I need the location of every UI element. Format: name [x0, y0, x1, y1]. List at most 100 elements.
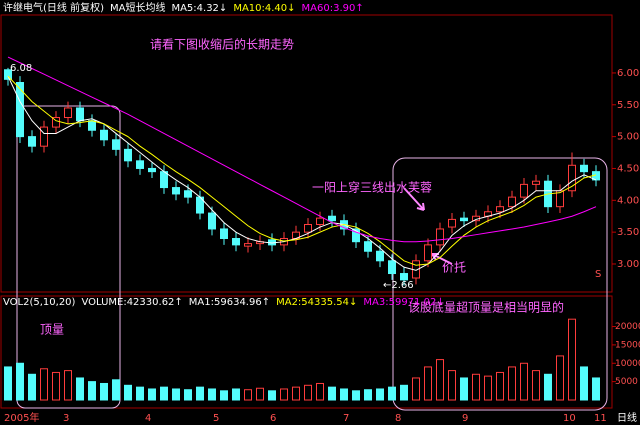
volume-bar: [556, 355, 564, 401]
header-text: MA短长均线: [110, 1, 165, 14]
volume-bar: [592, 377, 600, 401]
candle-body: [568, 164, 576, 192]
volume-bar: [148, 388, 156, 401]
candle-body: [496, 206, 504, 213]
candle-body: [424, 244, 432, 262]
volume-bar: [484, 375, 492, 401]
candle-body: [580, 164, 588, 173]
volume-bar: [532, 370, 540, 401]
candle-body: [388, 260, 396, 275]
header-text: MA2:54335.54↓: [276, 297, 357, 308]
candle-body: [364, 241, 372, 252]
volume-tick-label: 10000: [615, 359, 640, 369]
x-tick-label: 2005年: [4, 411, 39, 424]
volume-bar: [412, 377, 420, 401]
candle-body: [88, 120, 96, 131]
candle-body: [532, 180, 540, 185]
volume-tick-label: 15000: [615, 340, 640, 350]
volume-frame: [0, 295, 613, 409]
ma-line: [7, 56, 597, 243]
price-frame: [0, 14, 613, 293]
header-text: VOLUME:42330.62↑: [81, 297, 182, 308]
volume-tick-label: 5000: [615, 377, 638, 387]
volume-bar: [28, 373, 36, 401]
volume-bar: [496, 371, 504, 401]
volume-bar: [328, 386, 336, 401]
candle-body: [28, 136, 36, 147]
x-tick-label: 10: [563, 413, 576, 424]
candle-body: [328, 215, 336, 222]
candle-body: [76, 107, 84, 122]
candle-body: [352, 228, 360, 243]
volume-bar: [292, 386, 300, 401]
volume-bar: [400, 384, 408, 401]
volume-bar: [244, 389, 252, 401]
volume-tick-label: 20000: [615, 322, 640, 332]
candle-body: [40, 126, 48, 147]
header-text: MA10:4.40↓: [233, 3, 295, 14]
volume-bar: [280, 388, 288, 401]
candle-body: [400, 273, 408, 281]
arrow: [403, 187, 425, 211]
volume-bar: [352, 390, 360, 401]
volume-bar: [64, 370, 72, 401]
volume-bar: [448, 370, 456, 401]
volume-bar: [208, 388, 216, 401]
annotation: 价托: [442, 261, 466, 275]
volume-bar: [172, 388, 180, 401]
candle-body: [220, 228, 228, 240]
y-tick-label: 6.00: [617, 68, 639, 79]
candle-body: [64, 107, 72, 119]
period-label: 日线: [617, 411, 637, 424]
volume-bar: [196, 386, 204, 401]
candle-body: [520, 183, 528, 198]
candle-body: [244, 243, 252, 247]
candle-body: [376, 250, 384, 262]
candle-body: [448, 218, 456, 228]
volume-bar: [4, 366, 12, 401]
highlight-box: [392, 157, 608, 411]
candle-body: [160, 171, 168, 189]
candle-body: [52, 117, 60, 128]
header-text: MA60:3.90↑: [302, 3, 364, 14]
volume-bar: [232, 388, 240, 401]
candle-body: [208, 212, 216, 230]
volume-bar: [508, 366, 516, 401]
volume-bar: [40, 368, 48, 401]
volume-bar: [256, 387, 264, 401]
x-tick-label: 8: [395, 413, 401, 424]
x-tick-label: 9: [462, 413, 468, 424]
x-tick-label: 6: [270, 413, 276, 424]
candle-body: [16, 81, 24, 138]
y-tick-label: 3.50: [617, 227, 639, 238]
candle-body: [148, 167, 156, 173]
candle-body: [100, 129, 108, 141]
volume-bar: [136, 386, 144, 401]
volume-bar: [472, 373, 480, 401]
volume-bar: [388, 386, 396, 401]
candle-body: [124, 148, 132, 162]
y-tick-label: 4.50: [617, 163, 639, 174]
volume-bar: [88, 381, 96, 401]
x-tick-label: 7: [343, 413, 349, 424]
candle-body: [184, 190, 192, 198]
volume-bar: [76, 377, 84, 401]
volume-bar: [16, 362, 24, 401]
volume-bar: [268, 390, 276, 401]
volume-bar: [520, 362, 528, 401]
annotation: ←2.66: [383, 280, 414, 291]
volume-bar: [580, 366, 588, 401]
volume-bar: [340, 388, 348, 401]
volume-bar: [316, 382, 324, 401]
header-text: MA3:59971.02↓: [363, 297, 444, 308]
volume-bar: [436, 359, 444, 401]
volume-bar: [220, 390, 228, 401]
candle-body: [112, 139, 120, 150]
volume-bar: [304, 384, 312, 401]
header-text: 许继电气(日线 前复权): [3, 1, 104, 14]
header-text: MA5:4.32↓: [171, 3, 227, 14]
candle-body: [136, 160, 144, 169]
y-tick-label: 4.00: [617, 195, 639, 206]
candle-body: [460, 217, 468, 222]
